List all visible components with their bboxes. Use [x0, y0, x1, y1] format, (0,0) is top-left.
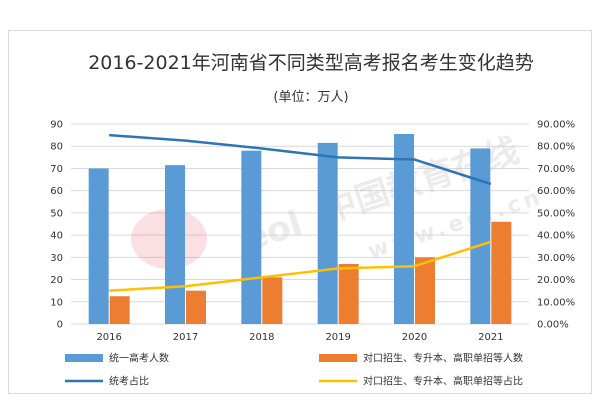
- bar: [415, 257, 435, 324]
- y-right-tick-label: 30.00%: [537, 253, 575, 264]
- legend-label: 对口招生、专升本、高职单招等占比: [363, 375, 523, 388]
- y-right-tick-label: 90.00%: [537, 120, 575, 131]
- bar: [470, 148, 491, 324]
- gridlines: [71, 123, 529, 325]
- y-left-tick-label: 60: [50, 186, 63, 197]
- y-right-tick-label: 80.00%: [537, 142, 575, 153]
- x-tick-label: 2017: [173, 332, 198, 343]
- series-line: [109, 240, 492, 292]
- y-left-tick-label: 70: [50, 164, 63, 175]
- x-tick-label: 2021: [478, 332, 503, 343]
- bar: [88, 168, 109, 324]
- legend-label: 统一高考人数: [109, 352, 169, 365]
- legend-swatch: [319, 354, 357, 362]
- bar: [317, 142, 338, 324]
- bar: [165, 165, 185, 324]
- bar: [491, 221, 512, 324]
- bar: [262, 277, 283, 324]
- bar: [186, 290, 206, 324]
- x-tick-label: 2019: [325, 332, 350, 343]
- bar: [338, 264, 359, 324]
- y-right-tick-label: 60.00%: [537, 186, 575, 197]
- y-left-tick-label: 80: [50, 142, 63, 153]
- legend-label: 统考占比: [109, 375, 149, 388]
- y-right-tick-label: 10.00%: [537, 297, 575, 308]
- y-right-tick-label: 0.00%: [537, 320, 569, 331]
- chart-title: 2016-2021年河南省不同类型高考报名考生变化趋势: [88, 52, 534, 74]
- axes-layer: 0 10 20 30 40 50 60 70 80 90 0.00% 10.00% 20.00% 30.0…: [50, 120, 575, 344]
- legend-swatch: [65, 354, 103, 362]
- bar: [241, 150, 262, 324]
- y-left-tick-label: 10: [50, 297, 63, 308]
- y-right-tick-label: 50.00%: [537, 208, 575, 219]
- x-tick-label: 2016: [96, 332, 121, 343]
- x-tick-label: 2020: [402, 332, 427, 343]
- bars-layer: [88, 134, 512, 324]
- chart-subtitle: (单位：万人): [273, 90, 348, 105]
- chart-svg: 2016-2021年河南省不同类型高考报名考生变化趋势 (单位：万人) eol …: [50, 52, 575, 388]
- bar: [394, 134, 414, 324]
- y-left-tick-label: 30: [50, 253, 63, 264]
- bar: [109, 296, 130, 324]
- y-left-tick-label: 40: [50, 231, 63, 242]
- series-line: [109, 133, 492, 186]
- y-right-tick-label: 70.00%: [537, 164, 575, 175]
- lines-layer: [109, 133, 492, 292]
- x-tick-label: 2018: [249, 332, 274, 343]
- y-left-tick-label: 0: [57, 320, 63, 331]
- y-right-tick-label: 40.00%: [537, 231, 575, 242]
- y-left-tick-label: 50: [50, 208, 63, 219]
- y-left-tick-label: 90: [50, 120, 63, 131]
- y-left-tick-label: 20: [50, 275, 63, 286]
- y-right-tick-label: 20.00%: [537, 275, 575, 286]
- chart-card: 2016-2021年河南省不同类型高考报名考生变化趋势 (单位：万人) eol …: [8, 30, 592, 394]
- legend-label: 对口招生、专升本、高职单招等人数: [363, 352, 523, 365]
